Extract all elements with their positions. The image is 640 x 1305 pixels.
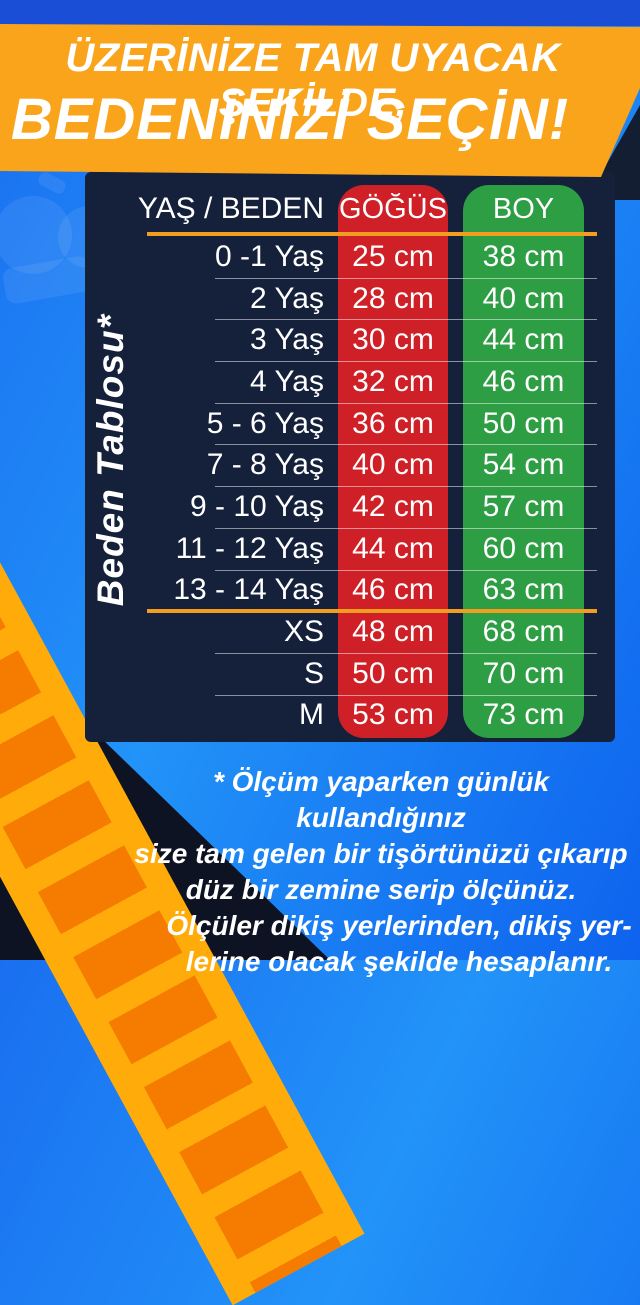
row-chest-value: 32 cm [352, 364, 434, 398]
chest-column-background [338, 185, 448, 738]
row-height-value: 73 cm [482, 698, 565, 732]
row-age-label: 7 - 8 Yaş [206, 448, 324, 482]
size-table-rows: 0 -1 Yaş 25 cm 38 cm 2 Yaş 28 cm 40 cm 3… [85, 236, 615, 736]
table-row: XS 48 cm 68 cm [85, 609, 615, 653]
header-age-size: YAŞ / BEDEN [137, 192, 324, 225]
row-age-label: 11 - 12 Yaş [175, 531, 324, 565]
row-height-value: 68 cm [482, 615, 565, 649]
table-row: S 50 cm 70 cm [85, 652, 615, 695]
note-line: lerine olacak şekilde hesaplanır. [185, 946, 613, 977]
row-age-label: S [303, 656, 324, 690]
row-chest-value: 53 cm [352, 698, 434, 732]
row-height-value: 46 cm [482, 364, 565, 398]
headline-line-1: ÜZERİNİZE TAM UYACAK ŞEKİLDE, [65, 36, 561, 125]
row-age-label: 9 - 10 Yaş [190, 489, 324, 523]
row-age-label: 5 - 6 Yaş [206, 406, 324, 440]
table-row: 5 - 6 Yaş 36 cm 50 cm [85, 402, 615, 445]
table-row: 7 - 8 Yaş 40 cm 54 cm [85, 444, 615, 486]
header-chest: GÖĞÜS [339, 192, 447, 225]
note-line: Ölçüler dikiş yerlerinden, dikiş yer- [166, 910, 632, 941]
table-row: 11 - 12 Yaş 44 cm 60 cm [85, 527, 615, 570]
table-row: 2 Yaş 28 cm 40 cm [85, 277, 615, 320]
table-row: 0 -1 Yaş 25 cm 38 cm [85, 236, 615, 278]
table-header-row: YAŞ / BEDEN GÖĞÜS BOY [85, 186, 615, 232]
row-age-label: 0 -1 Yaş [215, 239, 324, 273]
row-age-label: 13 - 14 Yaş [173, 573, 324, 607]
row-height-value: 50 cm [482, 406, 565, 440]
row-age-label: 4 Yaş [250, 364, 324, 398]
row-chest-value: 46 cm [352, 573, 434, 607]
header-orange-underline [147, 232, 597, 236]
row-age-label: 2 Yaş [250, 281, 324, 315]
height-column-background [463, 185, 584, 738]
row-chest-value: 25 cm [352, 239, 434, 273]
row-chest-value: 36 cm [352, 406, 434, 440]
row-chest-value: 48 cm [352, 615, 434, 649]
size-chart-infographic: { "banner": { "line1": "ÜZERİNİZE TAM UY… [0, 0, 640, 960]
measurement-note: * Ölçüm yaparken günlük kullandığınız si… [132, 764, 631, 980]
headline-banner: ÜZERİNİZE TAM UYACAK ŞEKİLDE, BEDENİNİZİ… [0, 24, 640, 177]
row-chest-value: 40 cm [352, 448, 434, 482]
row-chest-value: 30 cm [352, 323, 434, 357]
row-chest-value: 44 cm [352, 531, 434, 565]
row-age-label: 3 Yaş [250, 323, 324, 357]
table-row: 9 - 10 Yaş 42 cm 57 cm [85, 486, 615, 528]
row-height-value: 38 cm [482, 239, 565, 273]
note-line: düz bir zemine serip ölçünüz. [185, 874, 577, 905]
row-chest-value: 28 cm [352, 281, 434, 315]
row-height-value: 60 cm [482, 531, 565, 565]
row-age-label: M [299, 698, 324, 732]
row-height-value: 70 cm [482, 656, 565, 690]
watermark-circle [0, 196, 72, 274]
row-age-label: XS [283, 615, 324, 649]
table-row: 3 Yaş 30 cm 44 cm [85, 319, 615, 361]
row-height-value: 57 cm [482, 489, 565, 523]
table-row: 13 - 14 Yaş 46 cm 63 cm [85, 569, 615, 612]
watermark-shape [36, 170, 68, 196]
row-height-value: 63 cm [482, 573, 565, 607]
top-blue-strip [0, 0, 640, 26]
size-table-panel: Beden Tablosu* YAŞ / BEDEN GÖĞÜS BOY 0 -… [85, 172, 615, 742]
row-height-value: 40 cm [482, 281, 565, 315]
row-height-value: 54 cm [482, 448, 565, 482]
row-height-value: 44 cm [482, 323, 565, 357]
headline-line-2: BEDENİNİZİ SEÇİN! [10, 87, 570, 152]
table-row: 4 Yaş 32 cm 46 cm [85, 361, 615, 403]
table-row: M 53 cm 73 cm [85, 694, 615, 737]
header-height: BOY [492, 192, 555, 225]
row-chest-value: 42 cm [352, 489, 434, 523]
note-line: size tam gelen bir tişörtünüzü çıkarıp [134, 838, 628, 869]
row-chest-value: 50 cm [352, 656, 434, 690]
note-line: * Ölçüm yaparken günlük kullandığınız [212, 766, 550, 833]
